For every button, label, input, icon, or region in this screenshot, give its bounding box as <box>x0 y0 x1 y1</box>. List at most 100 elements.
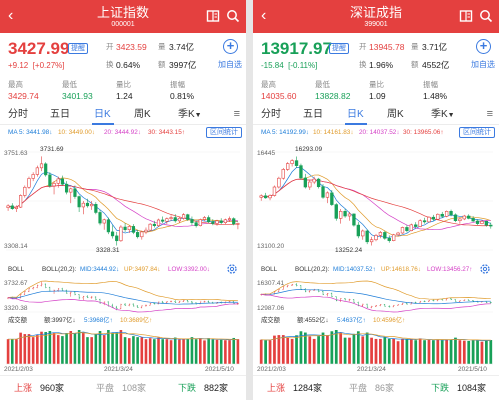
candle-body <box>361 230 365 237</box>
candle-body <box>383 232 387 239</box>
candle-body <box>400 227 405 234</box>
boll-label[interactable]: BOLL <box>8 266 25 273</box>
volume-bar <box>356 331 360 364</box>
volume-bar <box>173 337 177 364</box>
search-icon[interactable] <box>226 9 240 23</box>
back-arrow-icon[interactable]: ‹ <box>261 7 267 24</box>
ma5-value: MA 5: 14192.99↓ <box>261 129 309 136</box>
candle-body <box>202 217 207 220</box>
up-label: 上涨 <box>14 383 33 393</box>
volume-bar <box>52 333 56 364</box>
ratio-value: 1.09 <box>369 91 386 101</box>
indicator-settings-icon[interactable] <box>479 263 491 275</box>
candle-body <box>6 205 10 208</box>
volume-label[interactable]: 成交额 <box>261 317 280 324</box>
turnover-label: 换 <box>359 60 367 69</box>
candle-body <box>263 195 268 199</box>
volume-bar <box>224 340 227 364</box>
down-label: 下跌 <box>431 383 450 393</box>
ma-legend: MA 5: 14192.99↓ 10: 14161.83↓ 20: 14037.… <box>253 126 499 140</box>
amp-value: 0.81% <box>170 91 195 101</box>
volume-bar <box>44 332 47 364</box>
current-price: 3427.99 <box>8 39 70 58</box>
settings-icon[interactable]: ≡ <box>486 108 493 120</box>
volume-bar <box>157 337 160 364</box>
indicator-settings-icon[interactable] <box>226 263 238 275</box>
add-watchlist-icon[interactable]: + <box>223 39 238 54</box>
boll-low: LOW:13456.27↑ <box>427 266 473 273</box>
tab-weekly-k[interactable]: 周K <box>387 109 404 120</box>
open-value: 3423.59 <box>116 42 147 52</box>
boll-label[interactable]: BOLL <box>261 266 278 273</box>
candle-body <box>396 232 400 236</box>
candle-body <box>409 224 413 231</box>
interval-stats-button[interactable]: 区间统计 <box>459 127 495 138</box>
candle-body <box>136 232 140 238</box>
candle-body <box>303 177 308 188</box>
market-breadth: 上涨 1284家 平盘 86家 下跌 1084家 <box>253 375 499 400</box>
interval-stats-button[interactable]: 区间统计 <box>206 127 242 138</box>
high-label: 最高 <box>8 80 23 89</box>
index-title: 上证指数 <box>96 5 149 20</box>
volume-bar <box>169 340 173 364</box>
candle-body <box>177 217 182 222</box>
boll-up-line <box>8 280 238 301</box>
add-watchlist-icon[interactable]: + <box>476 39 491 54</box>
tab-quarterly-k[interactable]: 季K▼ <box>178 108 202 122</box>
header-bar: ‹ 上证指数 000001 <box>0 0 246 33</box>
alert-badge[interactable]: 提醒 <box>329 43 349 54</box>
candle-body <box>343 211 347 217</box>
panel-shanghai: ‹ 上证指数 000001 3427.99 提醒 +9.12 [+0.27%] … <box>0 0 246 400</box>
candle-body <box>144 229 148 233</box>
candle-body <box>115 235 119 242</box>
volume-bar <box>467 340 471 364</box>
search-icon[interactable] <box>479 9 493 23</box>
volume-bar <box>86 337 89 364</box>
volume-bar <box>409 338 413 364</box>
flat-label: 平盘 <box>96 383 115 393</box>
volume-bar <box>10 339 14 364</box>
volume-label[interactable]: 成交额 <box>8 317 27 324</box>
ma30-value: 30: 3443.15↑ <box>148 129 185 136</box>
tab-weekly-k[interactable]: 周K <box>134 109 151 120</box>
tab-quarterly-k[interactable]: 季K▼ <box>431 108 455 122</box>
volume-bar <box>56 335 60 364</box>
candle-body <box>14 206 19 210</box>
candle-body <box>458 218 462 222</box>
turnover-label: 换 <box>106 60 114 69</box>
tab-five-day[interactable]: 五日 <box>303 109 323 120</box>
add-watchlist-button[interactable]: 加自选 <box>218 60 242 69</box>
volume-bar <box>165 339 169 364</box>
kline-chart[interactable] <box>0 0 246 400</box>
alert-badge[interactable]: 提醒 <box>68 43 88 54</box>
volume-ma10: 10:3689亿↑ <box>120 317 153 324</box>
tab-daily-k[interactable]: 日K <box>347 109 364 120</box>
boll-low: LOW:3392.00↓ <box>168 266 210 273</box>
tab-daily-k[interactable]: 日K <box>94 109 111 120</box>
open-label: 开 <box>359 42 367 51</box>
volume-bar <box>489 340 493 364</box>
kline-chart[interactable] <box>253 0 499 400</box>
boll-mid-line <box>8 290 238 305</box>
candle-body <box>227 218 232 221</box>
switch-icon[interactable] <box>206 9 220 23</box>
settings-icon[interactable]: ≡ <box>233 108 240 120</box>
tab-intraday[interactable]: 分时 <box>8 109 28 120</box>
tab-intraday[interactable]: 分时 <box>261 109 281 120</box>
caret-down-icon: ▼ <box>447 112 455 119</box>
volume-bar <box>379 338 382 364</box>
candle-body <box>102 219 106 224</box>
boll-mid: MID:3444.92↓ <box>80 266 120 273</box>
candle-body <box>156 219 161 227</box>
boll-up-line <box>261 280 491 300</box>
back-arrow-icon[interactable]: ‹ <box>8 7 14 24</box>
volume-bar <box>312 338 316 364</box>
switch-icon[interactable] <box>459 9 473 23</box>
tab-five-day[interactable]: 五日 <box>50 109 70 120</box>
add-watchlist-button[interactable]: 加自选 <box>471 60 495 69</box>
ratio-label: 量比 <box>369 80 384 89</box>
boll-mid: MID:14037.52↑ <box>333 266 376 273</box>
candle-body <box>444 211 449 217</box>
volume-bar <box>321 332 325 364</box>
volume-bar <box>449 339 453 364</box>
